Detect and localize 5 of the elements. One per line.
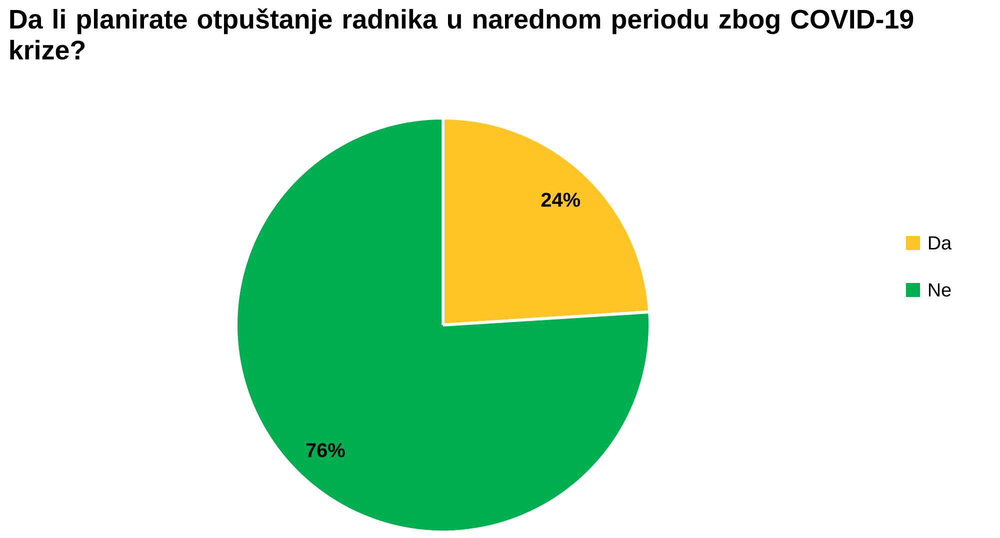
data-label: 24% xyxy=(541,192,580,207)
legend-label: Da xyxy=(928,236,952,250)
legend-label: Ne xyxy=(928,283,951,297)
data-label: 76% xyxy=(306,443,345,458)
chart-title: Da li planirate otpuštanje radnika u narednom periodu zbog COVID-19 krize? xyxy=(10,8,914,60)
